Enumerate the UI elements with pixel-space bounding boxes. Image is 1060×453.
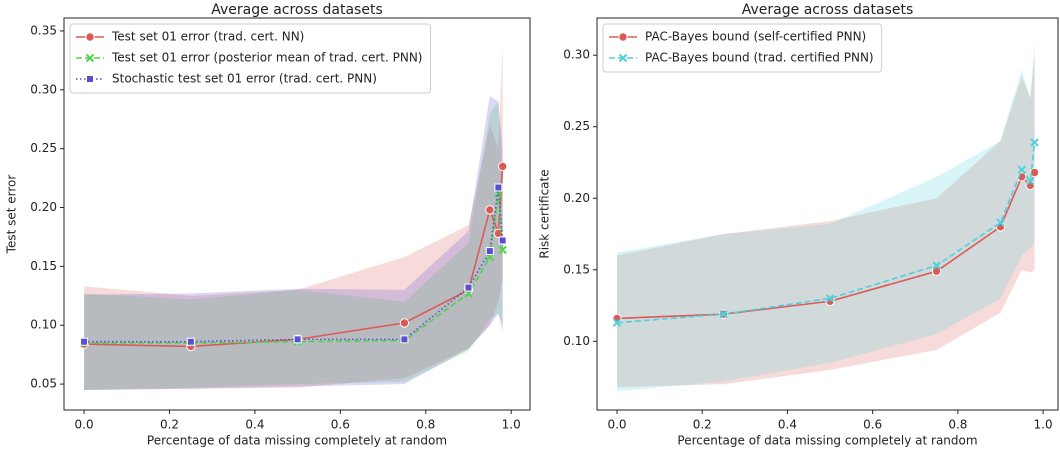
confidence-band (617, 55, 1035, 388)
x-tick-label: 0.6 (863, 418, 882, 432)
point (400, 335, 409, 344)
x-tick-label: 0.4 (778, 418, 797, 432)
y-tick-label: 0.10 (30, 318, 57, 332)
point (996, 218, 1005, 227)
series-line (84, 187, 504, 343)
legend-frame (602, 23, 883, 73)
point (932, 261, 941, 270)
y-axis-label: Test set error (5, 175, 19, 255)
point (1029, 167, 1040, 178)
y-tick-label: 0.30 (563, 48, 590, 62)
y-tick-label: 0.15 (563, 262, 590, 276)
point (1026, 176, 1035, 186)
x-tick-label: 1.0 (1034, 418, 1053, 432)
x-tick-label: 0.4 (245, 418, 264, 432)
y-tick-label: 0.25 (563, 119, 590, 133)
x-tick-label: 0.8 (948, 418, 967, 432)
point (498, 236, 507, 245)
legend-label: PAC-Bayes bound (self-certified PNN) (645, 30, 866, 44)
legend-marker (86, 75, 94, 83)
x-tick-label: 0.8 (416, 418, 435, 432)
confidence-band (84, 101, 503, 390)
chart: Average across datasets Percentage of dat… (5, 2, 531, 448)
point (485, 205, 495, 215)
y-tick-label: 0.05 (30, 377, 57, 391)
legend: PAC-Bayes bound (self-certified PNN) PAC-… (602, 23, 883, 73)
legend-label: Stochastic test set 01 error (trad. cert… (112, 72, 377, 86)
legend-label: PAC-Bayes bound (trad. certified PNN) (645, 51, 874, 65)
point (825, 294, 835, 303)
legend-label: Test set 01 error (posterior mean of tra… (111, 51, 422, 65)
point (1030, 138, 1039, 147)
x-axis-label: Percentage of data missing completely at… (147, 434, 447, 448)
point (464, 283, 473, 292)
legend-marker (85, 32, 95, 42)
point (497, 161, 508, 172)
plot-frame (63, 17, 531, 411)
point (719, 309, 728, 319)
legend-marker (618, 53, 628, 63)
plot-frame (596, 17, 1059, 411)
confidence-band (84, 42, 503, 390)
y-axis-label: Risk certificate (538, 169, 552, 258)
y-tick-label: 0.10 (563, 334, 590, 348)
y-tick-label: 0.25 (30, 141, 57, 155)
legend-frame (69, 23, 431, 94)
point (1017, 165, 1026, 174)
x-tick-label: 0.2 (160, 418, 179, 432)
confidence-band (617, 40, 1035, 392)
y-tick-label: 0.20 (30, 200, 57, 214)
x-tick-label: 0.6 (331, 418, 350, 432)
chart-title: Average across datasets (211, 2, 383, 18)
legend-label: Test set 01 error (trad. cert. NN) (111, 30, 304, 44)
point (186, 337, 195, 346)
point (399, 318, 410, 328)
legend-marker (618, 32, 628, 42)
legend: Test set 01 error (trad. cert. NN) Test s… (69, 23, 431, 94)
confidence-band (84, 95, 503, 390)
y-tick-label: 0.30 (30, 82, 57, 96)
point (485, 247, 494, 256)
chart: Average across datasets Percentage of dat… (538, 2, 1059, 448)
x-tick-label: 0.0 (607, 418, 626, 432)
point (80, 337, 89, 346)
x-tick-label: 0.0 (75, 418, 94, 432)
point (498, 245, 507, 255)
x-axis-label: Percentage of data missing completely at… (677, 434, 977, 448)
legend-marker (85, 53, 95, 63)
point (293, 335, 302, 344)
chart-title: Average across datasets (742, 2, 914, 18)
point (494, 183, 503, 192)
x-tick-label: 1.0 (502, 418, 521, 432)
x-tick-label: 0.2 (693, 418, 712, 432)
y-tick-label: 0.35 (30, 23, 57, 37)
y-tick-label: 0.15 (30, 259, 57, 273)
point (612, 318, 622, 327)
y-tick-label: 0.20 (563, 191, 590, 205)
point (931, 266, 942, 276)
